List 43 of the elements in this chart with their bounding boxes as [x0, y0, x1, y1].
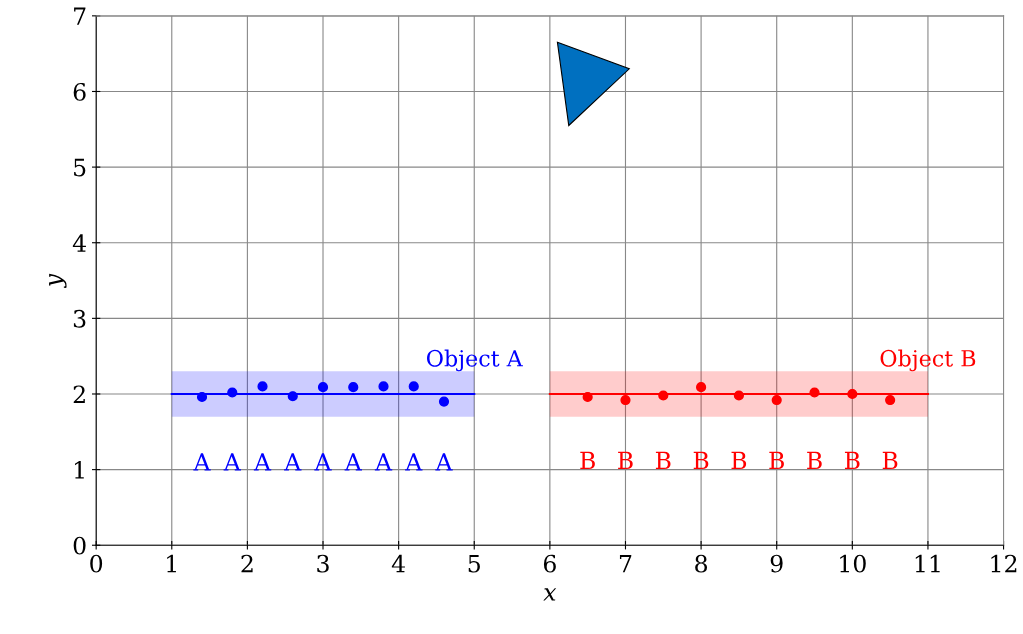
data-label: A — [193, 453, 211, 471]
y-tick-label: 0 — [73, 536, 86, 555]
y-tick-label: 7 — [74, 7, 86, 25]
x-tick-label: 6 — [543, 554, 556, 573]
data-label: A — [374, 453, 393, 471]
data-label: A — [314, 453, 332, 471]
y-tick-label: 3 — [73, 309, 86, 328]
y-axis-title: y — [49, 273, 67, 289]
data-label: A — [284, 453, 302, 471]
x-tick-label: 12 — [991, 554, 1017, 573]
data-label: B — [618, 451, 633, 470]
x-tick-label: 7 — [619, 554, 632, 573]
y-tick-label: 1 — [74, 461, 84, 479]
y-tick-label: 6 — [73, 82, 86, 101]
data-label: B — [882, 451, 898, 470]
data-label: B — [769, 451, 784, 470]
x-tick-label: 2 — [241, 554, 253, 573]
data-label: B — [844, 451, 860, 470]
data-label: B — [580, 451, 595, 470]
data-label: A — [223, 453, 242, 471]
x-tick-label: 8 — [695, 554, 708, 573]
x-tick-label: 9 — [770, 554, 783, 573]
data-label: B — [731, 451, 747, 470]
data-label: B — [807, 451, 822, 470]
x-tick-label: 0 — [90, 554, 103, 573]
y-tick-label: 4 — [72, 234, 86, 252]
data-label: A — [253, 453, 272, 471]
data-label: A — [344, 453, 363, 471]
x-tick-label: 4 — [391, 554, 405, 573]
data-label: B — [693, 451, 709, 470]
y-tick-label: 5 — [74, 158, 86, 177]
x-tick-label: 10 — [840, 554, 866, 573]
data-label: A — [435, 453, 453, 471]
x-tick-label: 11 — [915, 554, 940, 573]
annotation: Object A — [427, 349, 523, 372]
data-label: A — [405, 453, 423, 471]
x-tick-label: 3 — [317, 554, 329, 573]
data-label: B — [655, 451, 671, 470]
x-tick-label: 5 — [468, 554, 480, 573]
x-axis-title: x — [543, 588, 557, 601]
x-tick-label: 1 — [167, 554, 176, 573]
y-tick-label: 2 — [73, 385, 85, 403]
annotation: Object B — [880, 349, 976, 372]
